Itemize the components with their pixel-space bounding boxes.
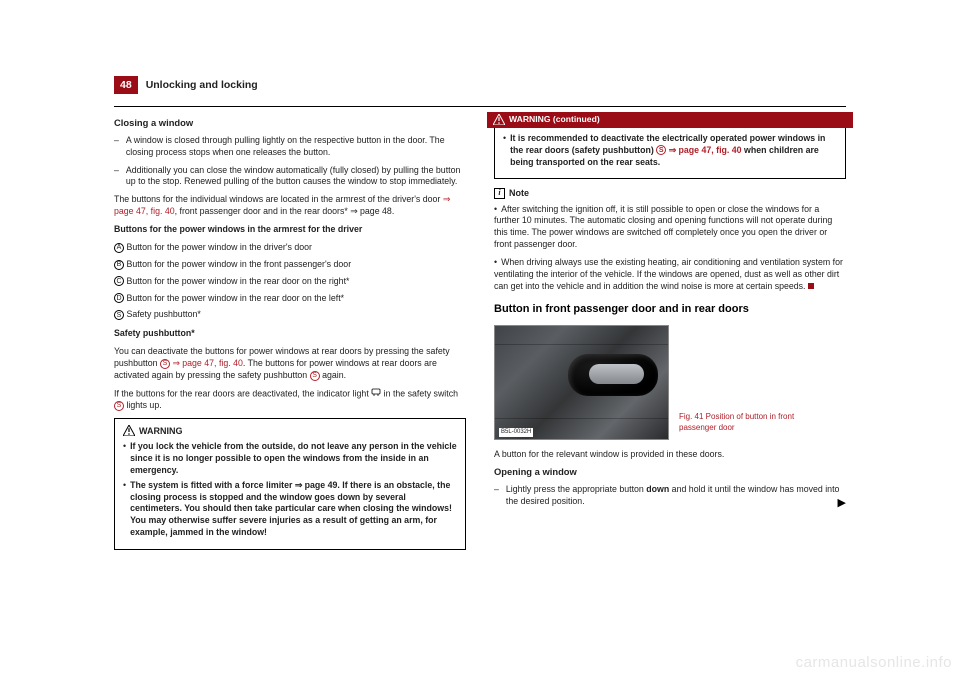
bold-text: down (646, 484, 669, 494)
note-label: Note (509, 187, 529, 199)
marker-d-icon: D (114, 293, 124, 303)
list-text: Additionally you can close the window au… (126, 165, 466, 189)
right-column: WARNING (continued) • It is recommended … (494, 117, 846, 558)
list-item: – A window is closed through pulling lig… (114, 135, 466, 159)
section-heading: Button in front passenger door and in re… (494, 302, 846, 317)
paragraph: A button for the relevant window is prov… (494, 449, 846, 461)
button-def: D Button for the power window in the rea… (114, 293, 466, 305)
page-ref-link[interactable]: ⇒ page 47, fig. 40 (669, 145, 742, 155)
note-text: After switching the ignition off, it is … (494, 204, 832, 250)
button-def: C Button for the power window in the rea… (114, 276, 466, 288)
list-item: – Additionally you can close the window … (114, 165, 466, 189)
warning-text: The system is fitted with a force limite… (130, 480, 457, 539)
page-ref-link[interactable]: ⇒ page 47, fig. 40 (172, 358, 242, 368)
figure-caption: Fig. 41 Position of button in front pass… (679, 412, 829, 434)
bullet-icon: • (123, 441, 126, 477)
note-header: i Note (494, 187, 846, 199)
figure: B5L-0032H Fig. 41 Position of button in … (494, 325, 846, 440)
marker-s-icon: S (114, 401, 124, 411)
warning-label: WARNING (139, 425, 183, 437)
header-rule (114, 106, 846, 107)
warning-triangle-icon (493, 114, 505, 125)
closing-window-heading: Closing a window (114, 117, 466, 130)
warning-triangle-icon (123, 425, 135, 436)
content-columns: Closing a window – A window is closed th… (114, 117, 846, 558)
warning-continued-label: WARNING (continued) (509, 114, 600, 126)
paragraph: If the buttons for the rear doors are de… (114, 388, 466, 412)
manual-page: 48 Unlocking and locking Closing a windo… (114, 76, 846, 558)
marker-s-icon: S (160, 359, 170, 369)
note-item: •When driving always use the existing he… (494, 257, 846, 293)
warning-continued-box: WARNING (continued) • It is recommended … (494, 117, 846, 179)
text: in the safety switch (381, 388, 458, 398)
left-column: Closing a window – A window is closed th… (114, 117, 466, 558)
warning-box: WARNING •If you lock the vehicle from th… (114, 418, 466, 550)
dash-icon: – (494, 484, 499, 511)
list-item: – Lightly press the appropriate button d… (494, 484, 846, 511)
bullet-icon: • (494, 257, 497, 267)
text: The buttons for the individual windows a… (114, 194, 443, 204)
button-def: A Button for the power window in the dri… (114, 242, 466, 254)
list-text: A window is closed through pulling light… (126, 135, 466, 159)
opening-window-heading: Opening a window (494, 466, 846, 479)
text: Button for the power window in the front… (126, 259, 351, 269)
dash-icon: – (114, 135, 119, 159)
marker-s-icon: S (310, 371, 320, 381)
figure-code: B5L-0032H (499, 428, 533, 436)
paragraph: You can deactivate the buttons for power… (114, 346, 466, 382)
note-item: •After switching the ignition off, it is… (494, 204, 846, 252)
text: , front passenger door and in the rear d… (175, 206, 395, 216)
marker-s-icon: S (114, 310, 124, 320)
watermark: carmanualsonline.info (796, 653, 952, 673)
text: Button for the power window in the rear … (126, 293, 344, 303)
info-icon: i (494, 188, 505, 199)
marker-a-icon: A (114, 243, 124, 253)
paragraph: The buttons for the individual windows a… (114, 194, 466, 218)
continue-arrow-icon: ▶ (838, 496, 846, 511)
list-text: Lightly press the appropriate button dow… (506, 484, 846, 511)
warning-continued-header: WARNING (continued) (487, 112, 853, 128)
marker-s-icon: S (656, 145, 666, 155)
text: again. (320, 370, 346, 380)
text: Button for the power window in the rear … (126, 276, 349, 286)
warning-text: It is recommended to deactivate the elec… (510, 133, 837, 169)
safety-subheading: Safety pushbutton* (114, 328, 466, 340)
button-def: S Safety pushbutton* (114, 309, 466, 321)
button-def: B Button for the power window in the fro… (114, 259, 466, 271)
note-text: When driving always use the existing hea… (494, 257, 843, 291)
marker-c-icon: C (114, 276, 124, 286)
indicator-light-icon (371, 388, 381, 400)
page-header: 48 Unlocking and locking (114, 76, 846, 94)
page-number: 48 (114, 76, 138, 94)
end-mark-icon (808, 283, 814, 289)
chapter-title: Unlocking and locking (146, 78, 258, 92)
text: Safety pushbutton* (126, 309, 200, 319)
bullet-icon: • (503, 133, 506, 169)
text: If the buttons for the rear doors are de… (114, 388, 371, 398)
marker-b-icon: B (114, 260, 124, 270)
warning-text: If you lock the vehicle from the outside… (130, 441, 457, 477)
dash-icon: – (114, 165, 119, 189)
warning-header: WARNING (123, 425, 457, 437)
text: Button for the power window in the drive… (126, 242, 312, 252)
buttons-subheading: Buttons for the power windows in the arm… (114, 224, 466, 236)
figure-image: B5L-0032H (494, 325, 669, 440)
bullet-icon: • (123, 480, 126, 539)
text: lights up. (124, 400, 162, 410)
bullet-icon: • (494, 204, 497, 214)
text: Lightly press the appropriate button (506, 484, 646, 494)
